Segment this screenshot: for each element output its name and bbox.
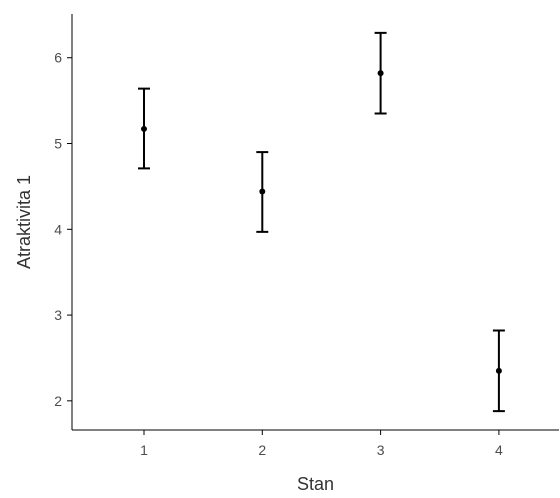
mean-point <box>377 70 384 77</box>
y-ticks: 2 3 4 5 6 <box>54 50 72 409</box>
x-tick-label: 1 <box>140 442 148 458</box>
y-tick-label: 4 <box>54 221 62 237</box>
x-ticks: 1 2 3 4 <box>140 430 503 458</box>
x-tick-label: 2 <box>258 442 266 458</box>
y-tick-label: 5 <box>54 136 62 152</box>
x-tick-label: 4 <box>495 442 503 458</box>
y-tick-label: 6 <box>54 50 62 66</box>
error-bar-group <box>256 151 269 233</box>
mean-point <box>141 125 147 132</box>
x-tick-label: 3 <box>377 442 385 458</box>
mean-point <box>259 188 266 195</box>
error-bars <box>138 31 505 413</box>
x-axis-title: Stan <box>297 474 334 494</box>
error-bar-group <box>374 31 387 115</box>
y-tick-label: 3 <box>54 307 62 323</box>
y-tick-label: 2 <box>54 393 62 409</box>
error-bar-group <box>492 329 505 413</box>
y-axis-title: Atraktivita 1 <box>14 175 34 269</box>
mean-point <box>495 367 502 374</box>
error-bar-group <box>138 87 150 170</box>
axes <box>71 14 559 431</box>
